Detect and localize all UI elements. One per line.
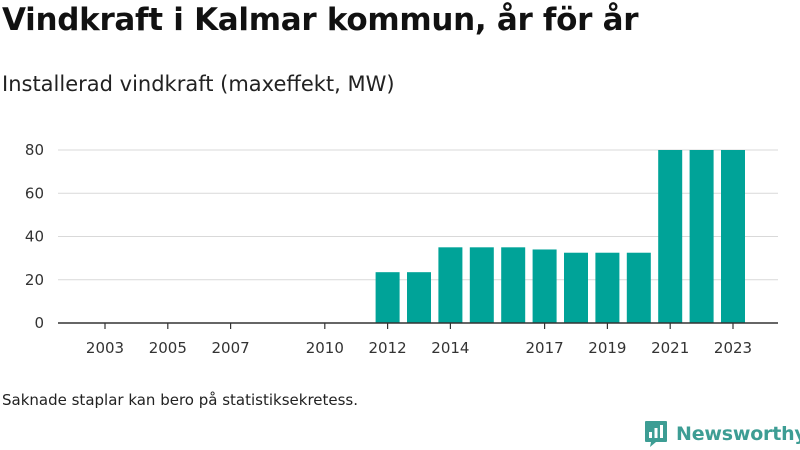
bar-2018: [564, 252, 588, 323]
bars: [375, 150, 745, 323]
newsworthy-icon: [645, 421, 667, 447]
bar-2019: [595, 252, 620, 323]
chart-title: Vindkraft i Kalmar kommun, år för år: [2, 2, 639, 38]
bar-2020: [626, 252, 651, 323]
tick-labels: 0 20 40 60 80 2003 2005 2007 2010 2012 2014 2017 201…: [25, 141, 752, 357]
y-tick-label: 60: [25, 184, 44, 202]
x-tick-label: 2023: [714, 339, 752, 357]
x-tick-label: 2021: [651, 339, 689, 357]
footnote: Saknade staplar kan bero på statistiksek…: [2, 391, 359, 409]
bar-2014: [438, 247, 463, 323]
bar-2017: [532, 249, 557, 323]
x-tick-label: 2014: [431, 339, 469, 357]
bar-2023: [721, 150, 745, 323]
bar-2015: [469, 247, 494, 323]
x-tick-label: 2019: [588, 339, 626, 357]
axes: [58, 322, 778, 329]
bar-2012: [375, 272, 400, 323]
brand-logo: Newsworthy: [644, 420, 800, 448]
y-tick-label: 20: [25, 271, 44, 289]
bar-2022: [689, 150, 714, 323]
bar-2016: [501, 247, 526, 323]
y-tick-label: 80: [25, 141, 44, 159]
brand-name: Newsworthy: [676, 423, 800, 445]
bar-2013: [407, 272, 431, 323]
x-tick-label: 2010: [306, 339, 344, 357]
x-tick-label: 2007: [212, 339, 250, 357]
x-tick-label: 2003: [86, 339, 124, 357]
x-tick-label: 2012: [369, 339, 407, 357]
x-tick-label: 2005: [149, 339, 187, 357]
y-tick-label: 40: [25, 228, 44, 246]
chart-subtitle: Installerad vindkraft (maxeffekt, MW): [2, 72, 395, 96]
x-tick-label: 2017: [526, 339, 564, 357]
bar-2021: [658, 150, 683, 323]
y-tick-label: 0: [34, 314, 44, 332]
bar-chart: 0 20 40 60 80 2003 2005 2007 2010 2012 2014 2017 201…: [25, 141, 778, 357]
